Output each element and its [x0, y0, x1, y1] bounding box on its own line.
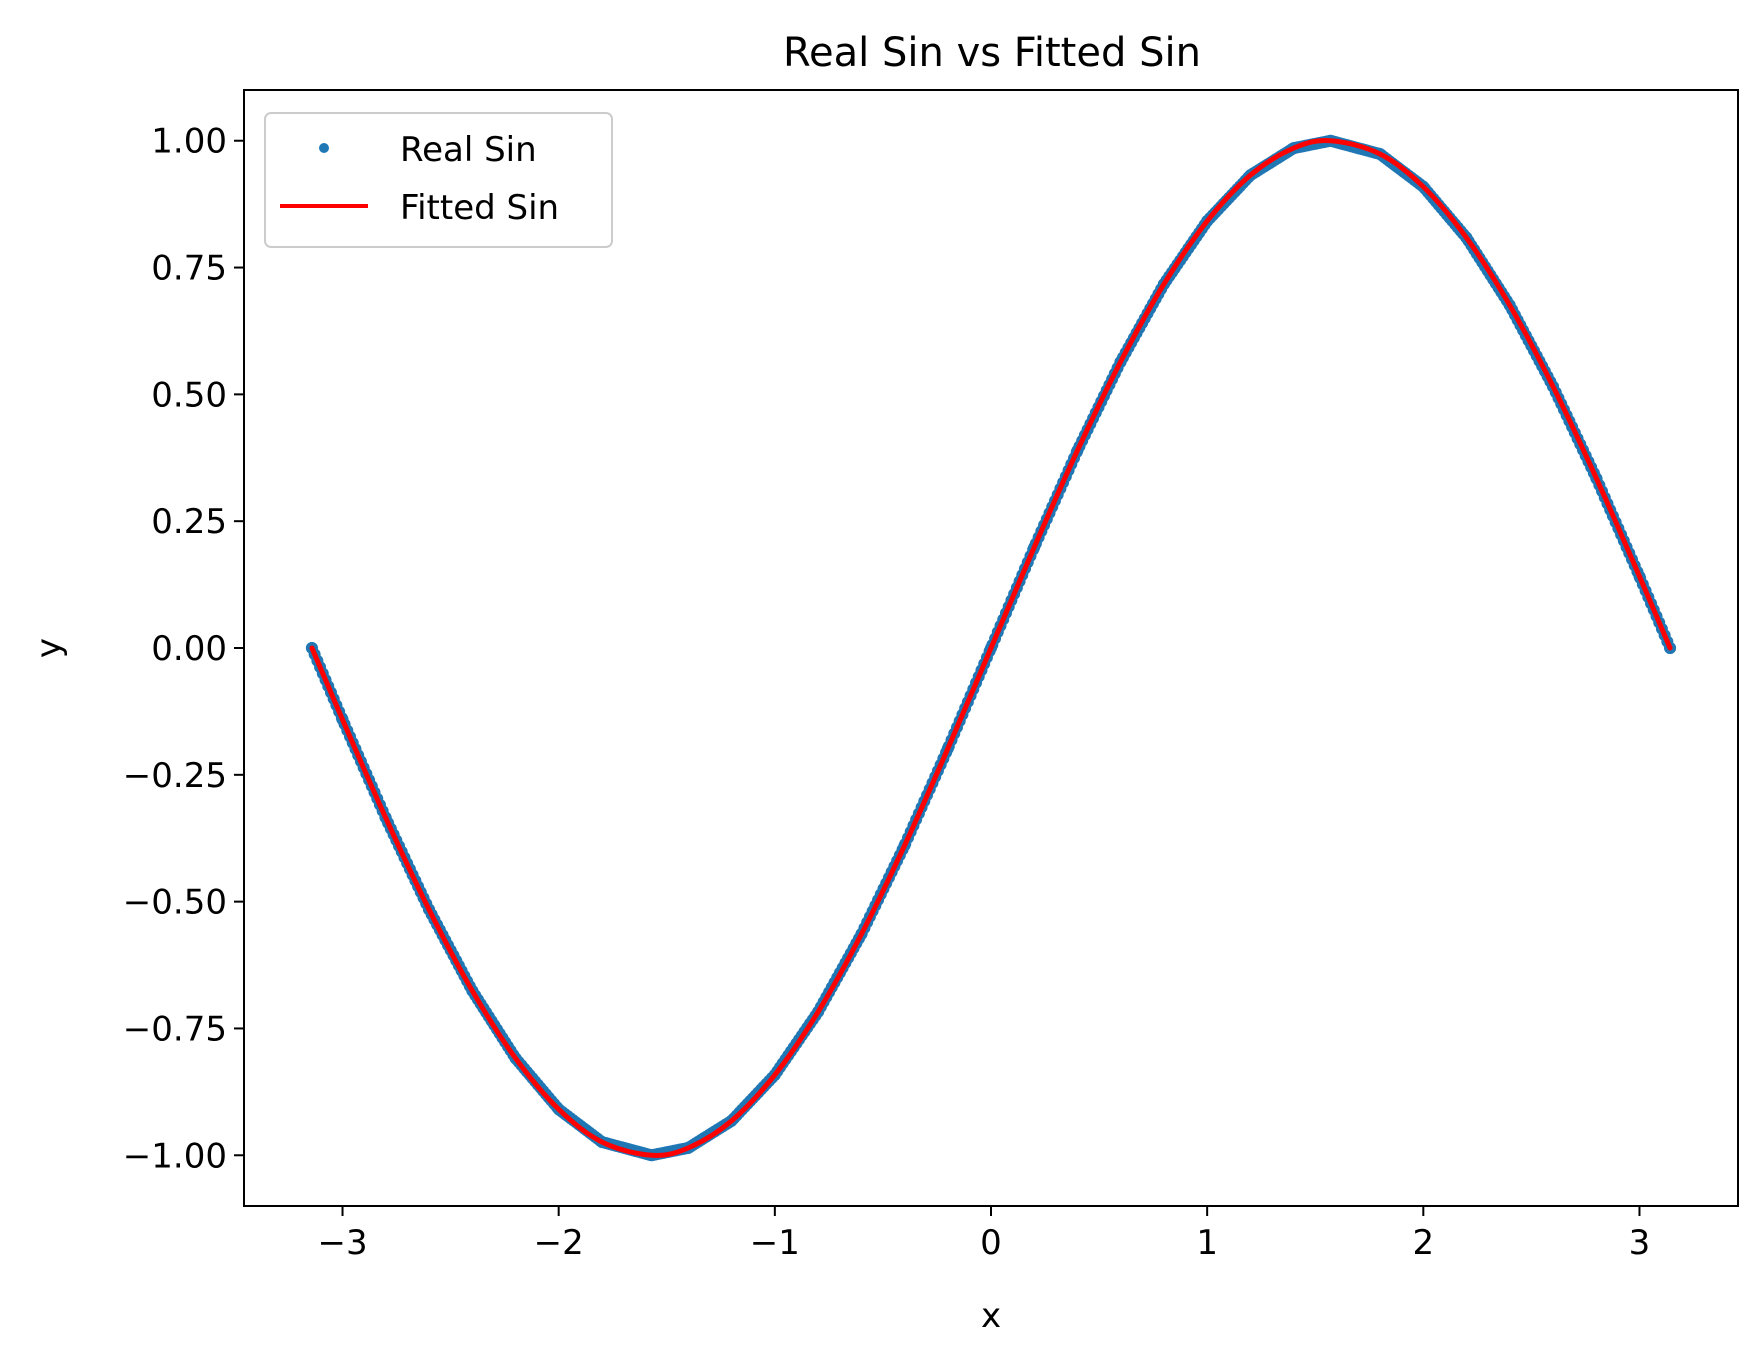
x-axis: −3 −2 −1 0 1 2 3: [317, 1206, 1650, 1263]
y-tick-label: −0.75: [123, 1009, 227, 1049]
x-tick-label: 1: [1196, 1223, 1218, 1263]
y-tick-label: 0.00: [151, 629, 227, 669]
x-tick-label: −2: [534, 1223, 584, 1263]
legend-box: [264, 112, 613, 248]
y-tick-label: 0.25: [151, 502, 227, 542]
legend: Real Sin Fitted Sin: [264, 112, 613, 248]
series-layer: [305, 134, 1677, 1162]
x-axis-label: x: [981, 1296, 1001, 1336]
legend-label-real-sin: Real Sin: [400, 130, 537, 170]
y-axis: 1.00 0.75 0.50 0.25 0.00 −0.25 −0.50 −0.75 −1.00: [123, 122, 244, 1176]
x-tick-label: −3: [317, 1223, 367, 1263]
chart-title: Real Sin vs Fitted Sin: [783, 30, 1201, 76]
y-tick-label: 0.50: [151, 375, 227, 415]
y-tick-label: 0.75: [151, 249, 227, 289]
y-tick-label: −1.00: [123, 1136, 227, 1176]
x-tick-label: −1: [750, 1223, 800, 1263]
series-fitted-sin-line: [309, 138, 1673, 1158]
y-tick-label: −0.25: [123, 756, 227, 796]
x-tick-label: 2: [1412, 1223, 1434, 1263]
legend-marker-real-sin: [319, 143, 329, 153]
y-tick-label: 1.00: [151, 122, 227, 162]
plot-area: [243, 89, 1739, 1207]
x-tick-label: 3: [1629, 1223, 1651, 1263]
y-axis-label: y: [29, 638, 69, 658]
x-tick-label: 0: [980, 1223, 1002, 1263]
legend-label-fitted-sin: Fitted Sin: [400, 188, 559, 228]
y-tick-label: −0.50: [123, 883, 227, 923]
